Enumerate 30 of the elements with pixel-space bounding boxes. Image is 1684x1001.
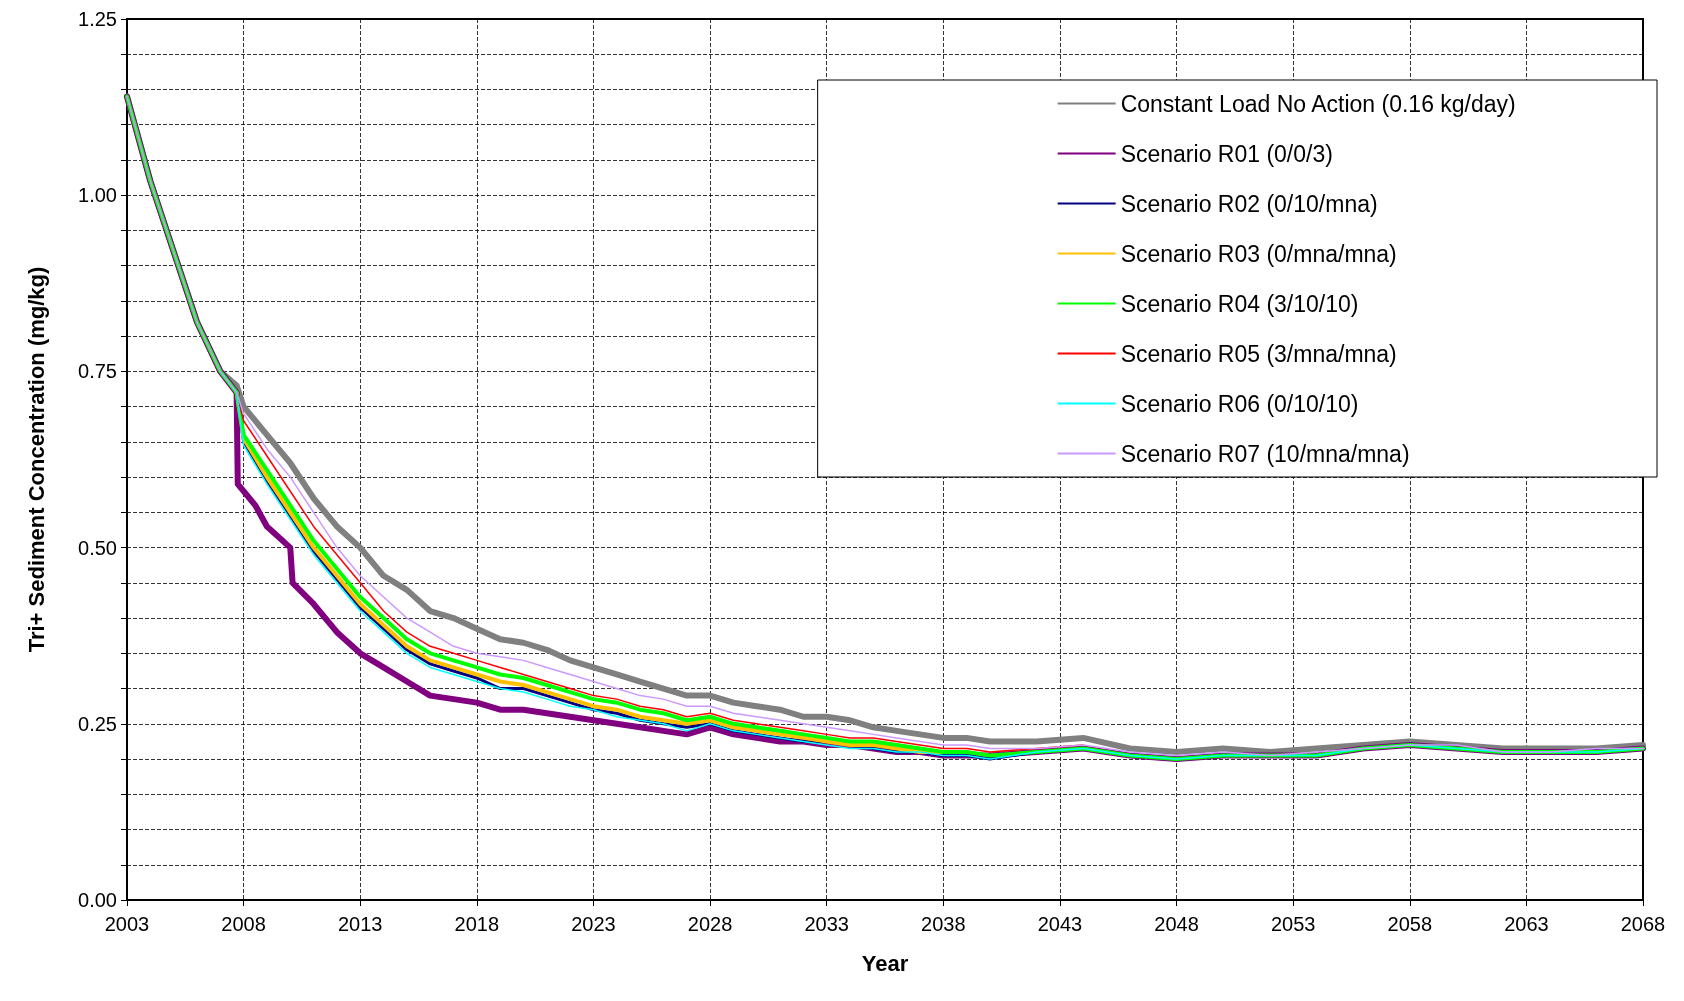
y-tick-label: 1.00: [78, 184, 117, 207]
legend-label: Scenario R01 (0/0/3): [1120, 140, 1333, 167]
x-tick-label: 2043: [1037, 913, 1083, 935]
x-tick-label: 2018: [454, 913, 500, 935]
legend-label: Scenario R04 (3/10/10): [1120, 290, 1359, 317]
legend-label: Scenario R06 (0/10/10): [1120, 390, 1359, 417]
x-tick-label: 2068: [1620, 913, 1666, 935]
x-tick-label: 2063: [1504, 913, 1549, 935]
x-tick-label: 2038: [921, 913, 966, 935]
x-axis-title: Year: [861, 950, 909, 976]
legend-label: Scenario R02 (0/10/mna): [1120, 190, 1378, 217]
x-tick-label: 2053: [1270, 913, 1316, 935]
x-tick-label: 2008: [221, 913, 266, 935]
x-tick-label: 2033: [804, 913, 849, 935]
legend-label: Constant Load No Action (0.16 kg/day): [1120, 90, 1516, 117]
x-tick-label: 2013: [337, 913, 383, 935]
y-tick-label: 0.75: [78, 360, 117, 383]
legend-label: Scenario R03 (0/mna/mna): [1120, 240, 1397, 267]
x-tick-label: 2023: [571, 913, 616, 935]
y-tick-label: 0.00: [78, 889, 117, 911]
x-tick-label: 2028: [687, 913, 733, 935]
legend-label: Scenario R05 (3/mna/mna): [1120, 340, 1397, 367]
y-tick-label: 0.50: [78, 536, 117, 559]
x-tick-label: 2003: [104, 913, 150, 935]
y-tick-label: 1.25: [78, 8, 117, 30]
legend-label: Scenario R07 (10/mna/mna): [1120, 440, 1410, 467]
x-tick-label: 2058: [1387, 913, 1433, 935]
y-axis-title: Tri+ Sediment Concentration (mg/kg): [23, 266, 49, 653]
x-tick-label: 2048: [1154, 913, 1199, 935]
y-tick-label: 0.25: [78, 712, 117, 735]
